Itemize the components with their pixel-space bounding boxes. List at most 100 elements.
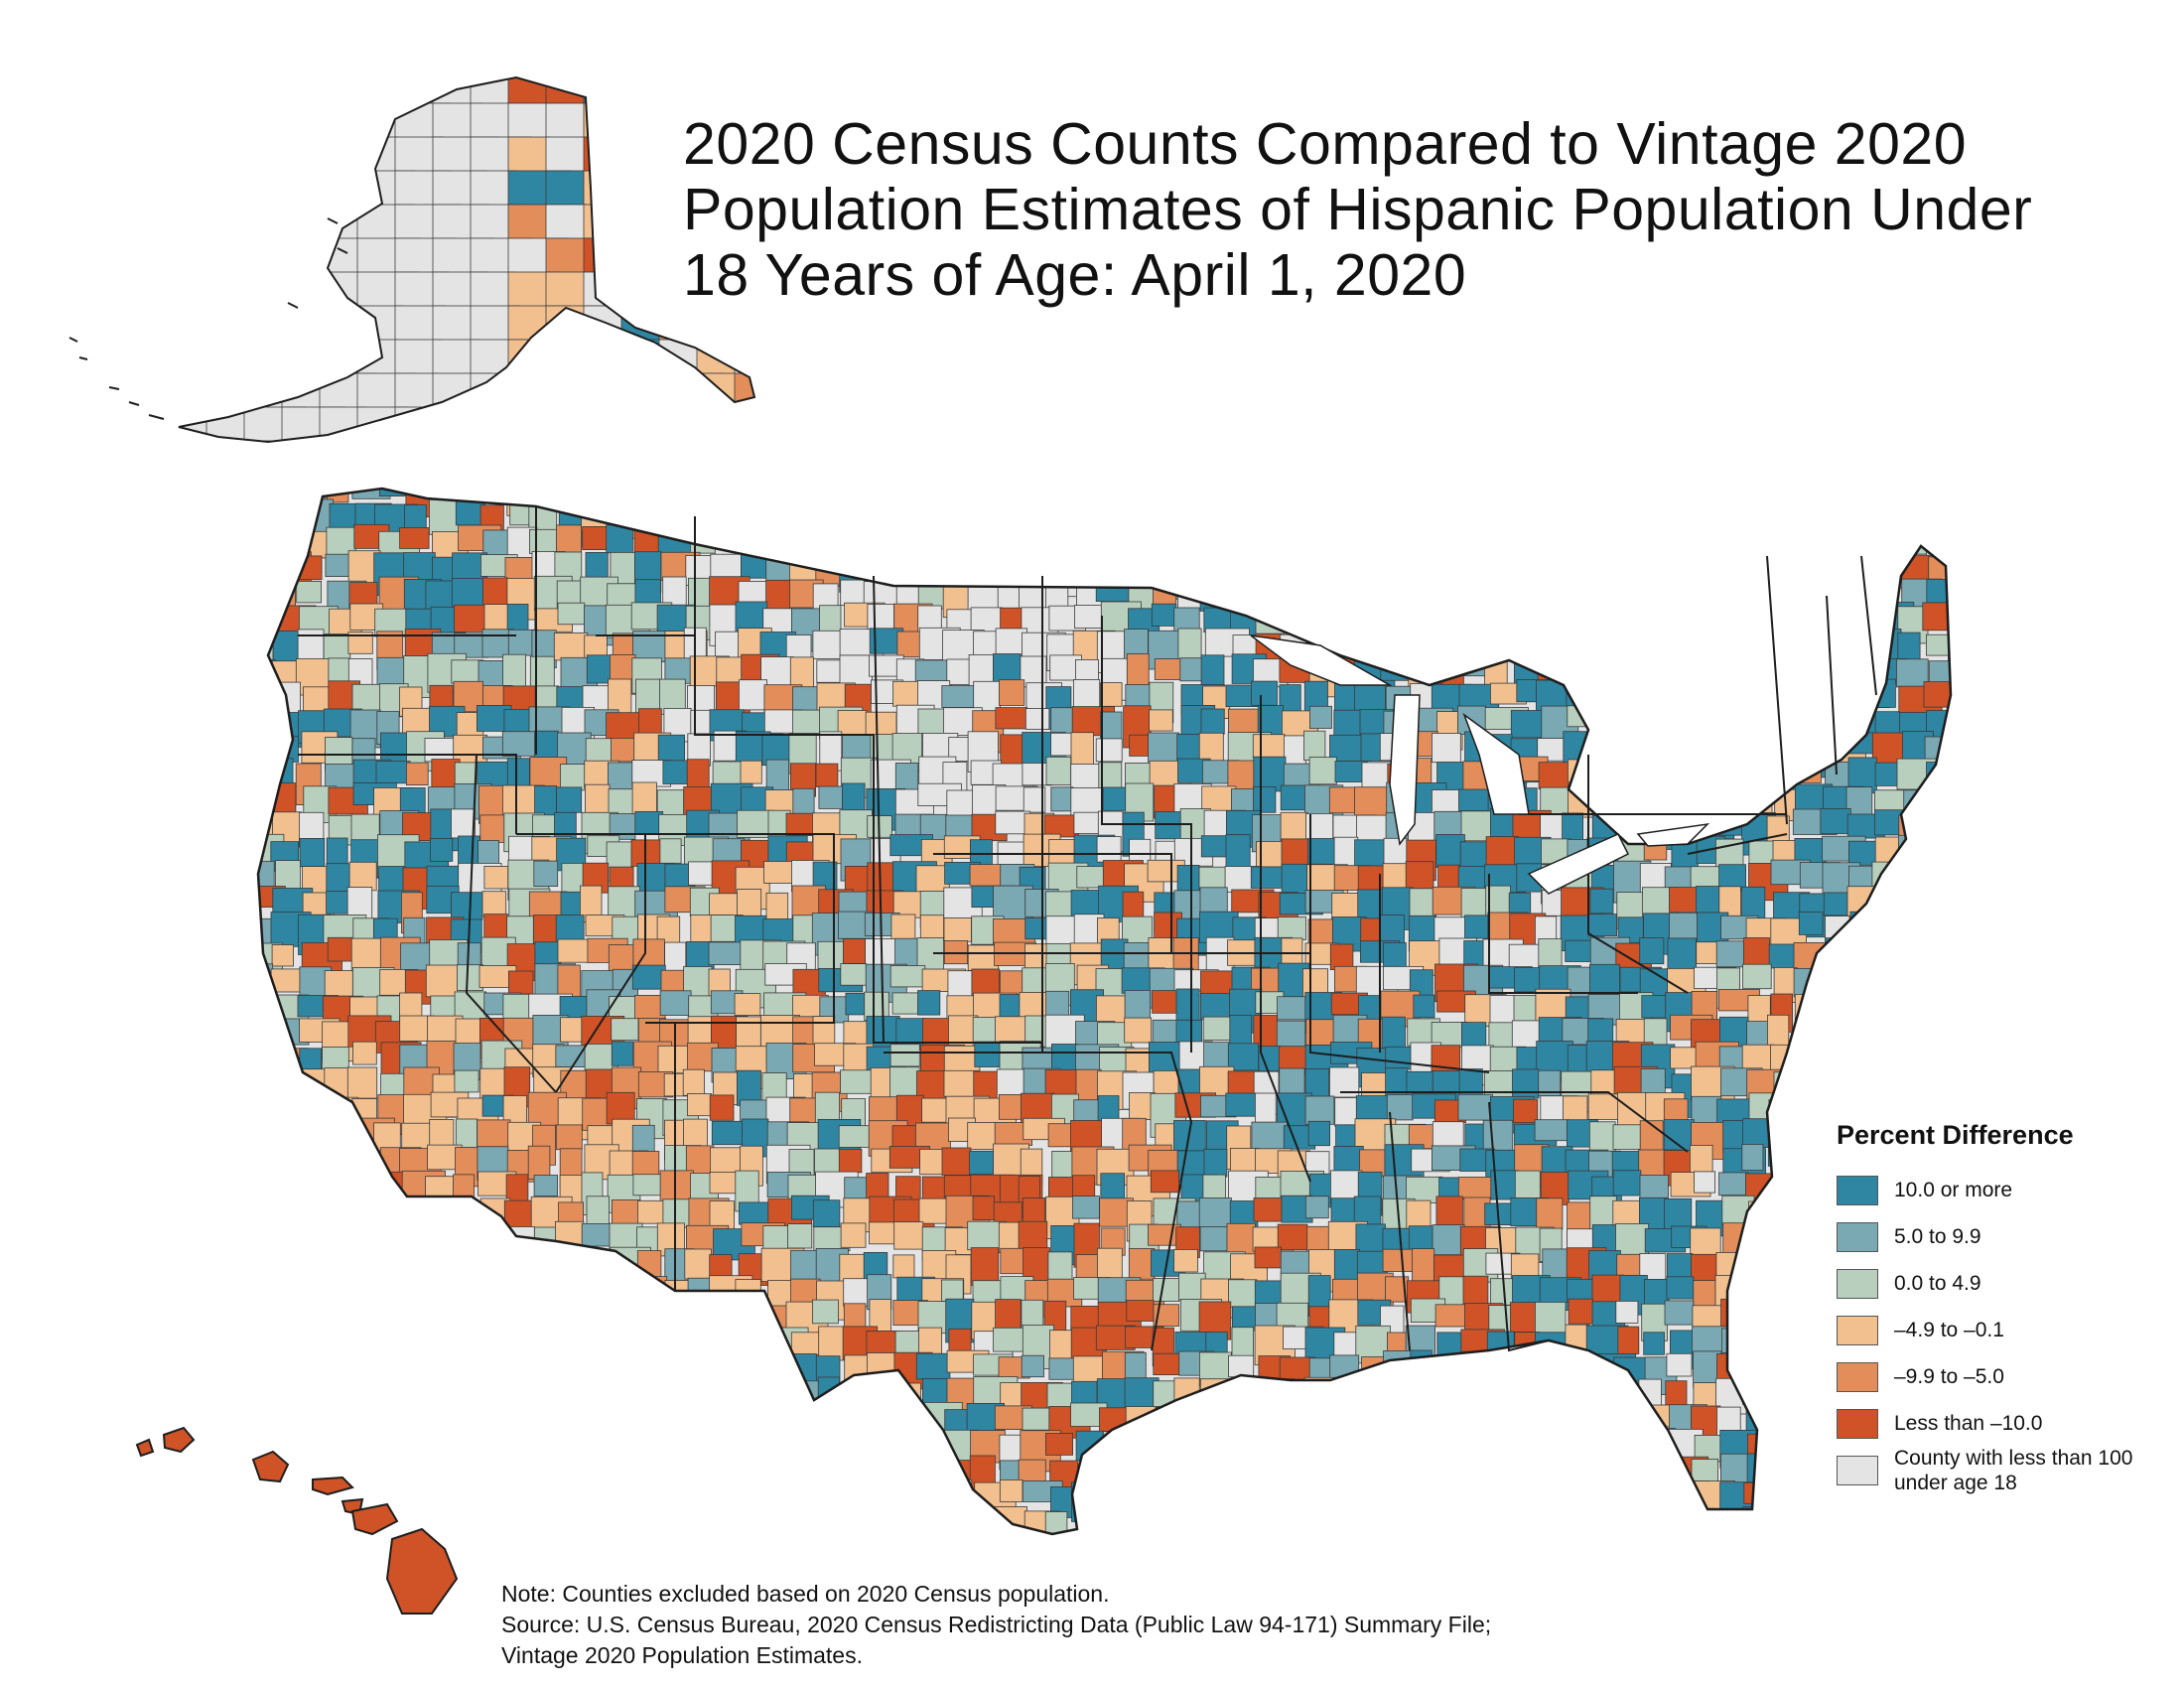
county-cell <box>1617 1506 1640 1534</box>
county-cell <box>637 1432 675 1455</box>
county-cell <box>258 759 281 796</box>
county-cell <box>1796 582 1832 610</box>
source-text: Source: U.S. Census Bureau, 2020 Census … <box>501 1612 1492 1637</box>
county-cell <box>820 1536 863 1561</box>
county-cell <box>1720 605 1760 640</box>
county-cell <box>605 1403 629 1445</box>
county-cell <box>1536 1197 1564 1230</box>
county-cell <box>1667 937 1698 974</box>
borough-cell <box>281 305 349 363</box>
county-cell <box>405 762 429 785</box>
county-cell <box>580 1351 611 1378</box>
county-cell <box>271 944 295 967</box>
county-cell <box>1716 783 1758 818</box>
county-cell <box>1925 500 1951 528</box>
county-cell <box>1615 705 1640 731</box>
county-cell <box>258 1485 288 1510</box>
county-cell <box>1666 1276 1695 1300</box>
county-cell <box>1694 782 1728 824</box>
county-cell <box>1871 861 1908 895</box>
county-cell <box>1178 1481 1215 1513</box>
borough-cell <box>696 170 747 219</box>
county-cell <box>258 1275 287 1310</box>
county-cell <box>1874 809 1917 836</box>
county-cell <box>1102 525 1135 562</box>
county-cell <box>1464 1480 1495 1513</box>
county-cell <box>1588 1121 1616 1154</box>
county-cell <box>457 1380 488 1408</box>
county-cell <box>456 1402 485 1443</box>
county-cell <box>760 1357 787 1385</box>
county-cell <box>1541 489 1584 505</box>
county-cell <box>352 1328 385 1363</box>
county-cell <box>1229 1015 1253 1045</box>
county-cell <box>1224 1482 1256 1506</box>
county-cell <box>610 1456 636 1483</box>
county-cell <box>1644 1481 1669 1516</box>
county-cell <box>1254 1246 1282 1269</box>
county-cell <box>740 1327 764 1351</box>
county-cell <box>258 1509 279 1532</box>
county-cell <box>476 1510 509 1534</box>
county-cell <box>1644 525 1668 551</box>
county-cell <box>1385 1485 1419 1527</box>
county-cell <box>1897 962 1919 1003</box>
county-cell <box>301 1094 337 1127</box>
county-cell <box>1489 582 1526 615</box>
county-cell <box>1000 525 1040 552</box>
county-cell <box>1302 503 1328 531</box>
county-cell <box>400 1482 422 1521</box>
county-cell <box>1693 634 1723 667</box>
county-cell <box>1923 785 1951 813</box>
county-cell <box>1540 1381 1582 1406</box>
county-cell <box>1696 711 1719 736</box>
county-cell <box>1457 1093 1493 1121</box>
borough-cell <box>658 170 717 211</box>
county-cell <box>1172 1512 1198 1534</box>
county-cell <box>258 579 278 621</box>
county-cell <box>1074 503 1111 541</box>
county-cell <box>1153 1278 1180 1302</box>
county-cell <box>1587 914 1618 937</box>
county-cell <box>941 1147 972 1176</box>
county-cell <box>1774 489 1810 522</box>
county-cell <box>324 970 353 997</box>
legend-swatch <box>1837 1315 1878 1345</box>
map-title-line-3: 18 Years of Age: April 1, 2020 <box>683 242 1467 308</box>
county-cell <box>455 1454 491 1484</box>
county-cell <box>1485 1533 1517 1534</box>
county-cell <box>1046 1536 1068 1579</box>
county-cell <box>761 1377 794 1412</box>
county-cell <box>1820 489 1856 500</box>
county-cell <box>1640 1538 1680 1574</box>
county-cell <box>1100 682 1123 707</box>
legend-swatch <box>1837 1221 1878 1252</box>
county-cell <box>1461 1383 1500 1424</box>
county-cell <box>348 1150 384 1182</box>
county-cell <box>1749 1538 1788 1572</box>
county-cell <box>258 630 274 668</box>
county-cell <box>1198 866 1229 889</box>
county-cell <box>867 1509 896 1534</box>
county-cell <box>258 489 284 509</box>
county-cell <box>1671 707 1708 748</box>
county-cell <box>1898 861 1921 903</box>
county-cell <box>1693 489 1734 507</box>
county-cell <box>1746 733 1776 766</box>
county-cell <box>1561 657 1602 686</box>
county-cell <box>274 1377 306 1400</box>
county-cell <box>508 970 534 995</box>
county-cell <box>1871 962 1914 1004</box>
county-cell <box>478 1250 524 1290</box>
county-cell <box>708 1401 746 1428</box>
county-cell <box>455 1118 478 1150</box>
county-cell <box>1229 551 1253 591</box>
county-cell <box>714 1355 753 1394</box>
county-cell <box>1180 1536 1215 1569</box>
county-cell <box>482 1331 514 1374</box>
county-cell <box>1668 684 1692 712</box>
county-cell <box>1538 938 1563 969</box>
county-cell <box>1826 1512 1847 1534</box>
county-cell <box>974 499 1005 538</box>
county-cell <box>1850 529 1895 568</box>
